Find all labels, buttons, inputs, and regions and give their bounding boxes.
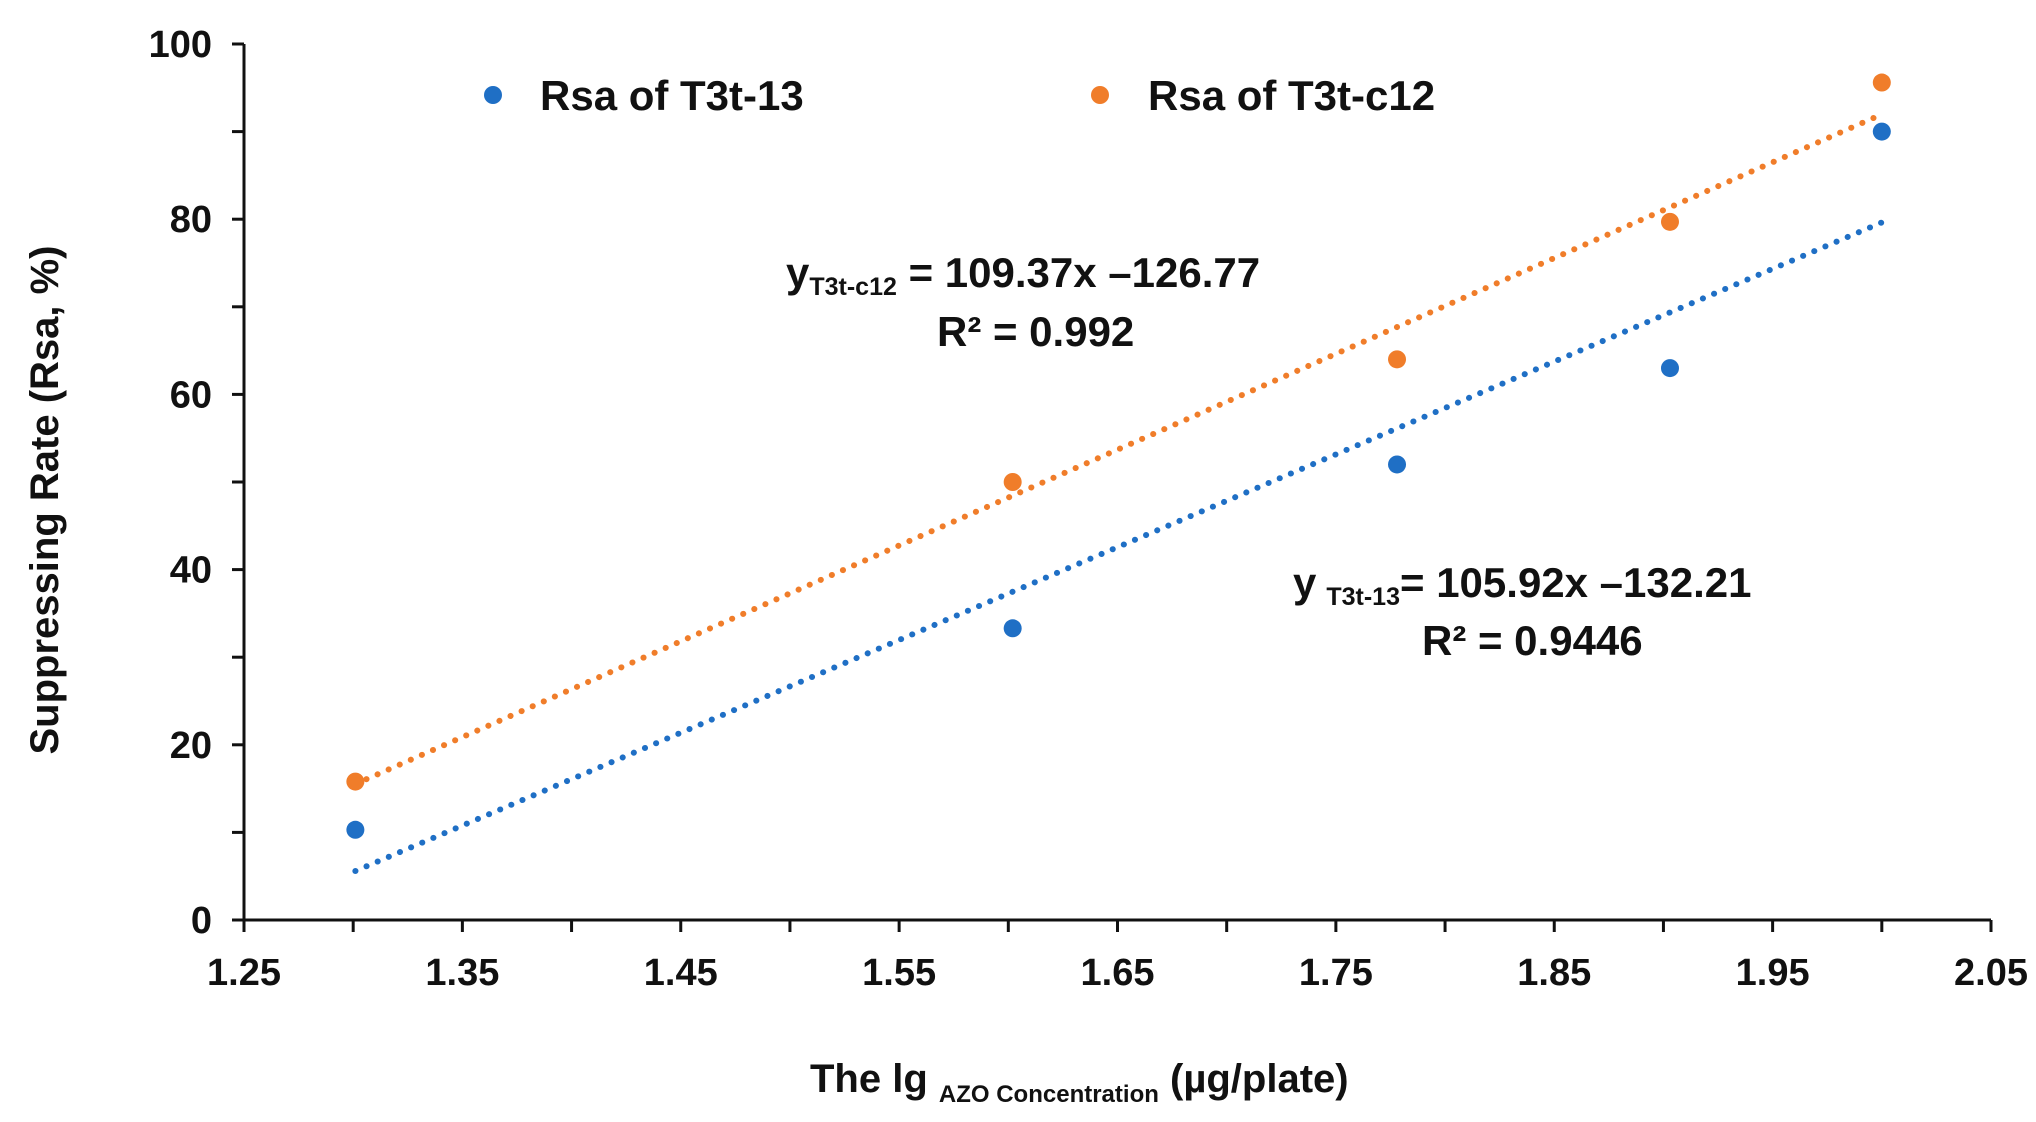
data-point-t3t-c12 [1872, 73, 1891, 92]
y-axis-title: Suppressing Rate (Rsa, %) [23, 245, 67, 754]
x-tick-label: 1.85 [1517, 952, 1591, 994]
trendlines [352, 111, 1885, 875]
legend-label-t3t-13: Rsa of T3t-13 [540, 72, 804, 119]
data-point-t3t-c12 [346, 772, 365, 791]
y-tick-label: 40 [170, 550, 212, 592]
x-tick-label: 1.95 [1736, 952, 1810, 994]
data-point-t3t-13 [1003, 619, 1022, 638]
x-axis-title: The lg AZO Concentration (µg/plate) [810, 1057, 1349, 1108]
equation-t3t-13-line: y T3t-13= 105.92x –132.21 [1293, 559, 1752, 611]
legend-label-t3t-c12: Rsa of T3t-c12 [1148, 72, 1435, 119]
x-tick-label: 1.75 [1299, 952, 1373, 994]
legend-marker-t3t-c12 [1091, 86, 1109, 104]
legend: Rsa of T3t-13 Rsa of T3t-c12 [484, 72, 1435, 119]
x-tick-label: 2.05 [1954, 952, 2028, 994]
y-tick-label: 100 [149, 24, 212, 66]
equation-t3t-13: y T3t-13= 105.92x –132.21 R² = 0.9446 [1293, 559, 1752, 664]
y-tick-label: 0 [191, 900, 212, 942]
data-point-t3t-c12 [1388, 350, 1407, 369]
y-tick-label: 80 [170, 199, 212, 241]
x-tick-label: 1.55 [862, 952, 936, 994]
y-tick-label: 60 [170, 374, 212, 416]
data-point-t3t-13 [1388, 455, 1407, 474]
r-squared-t3t-c12: R² = 0.992 [937, 308, 1134, 355]
data-point-t3t-13 [1660, 359, 1679, 378]
x-tick-label: 1.65 [1081, 952, 1155, 994]
data-points [346, 73, 1891, 839]
axes [232, 42, 1993, 932]
data-point-t3t-c12 [1003, 473, 1022, 491]
x-tick-label: 1.45 [644, 952, 718, 994]
data-point-t3t-c12 [1660, 212, 1679, 231]
trendline-t3t-13 [352, 219, 1885, 875]
data-point-t3t-13 [1872, 122, 1891, 141]
trendline-t3t-c12 [352, 111, 1885, 788]
x-tick-label: 1.35 [425, 952, 499, 994]
equation-t3t-c12-line: yT3t-c12 = 109.37x –126.77 [786, 249, 1260, 301]
data-point-t3t-13 [346, 820, 365, 839]
equation-t3t-c12: yT3t-c12 = 109.37x –126.77 R² = 0.992 [786, 249, 1260, 355]
y-tick-label: 20 [170, 725, 212, 767]
legend-marker-t3t-13 [484, 86, 502, 104]
r-squared-t3t-13: R² = 0.9446 [1422, 617, 1643, 664]
tick-labels: 0 20 40 60 80 100 1.25 1.35 1.45 1.55 1.65 1.75 1.85… [149, 24, 2028, 994]
x-tick-label: 1.25 [207, 952, 281, 994]
